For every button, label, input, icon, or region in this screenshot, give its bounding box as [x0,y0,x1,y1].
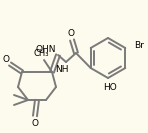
Text: O: O [3,55,9,63]
Text: O: O [67,30,74,38]
Text: HO: HO [103,82,117,92]
Text: OHN: OHN [36,45,56,55]
Text: CH₃: CH₃ [33,49,49,59]
Text: O: O [32,119,38,128]
Text: NH: NH [55,65,69,74]
Text: Br: Br [134,41,144,51]
